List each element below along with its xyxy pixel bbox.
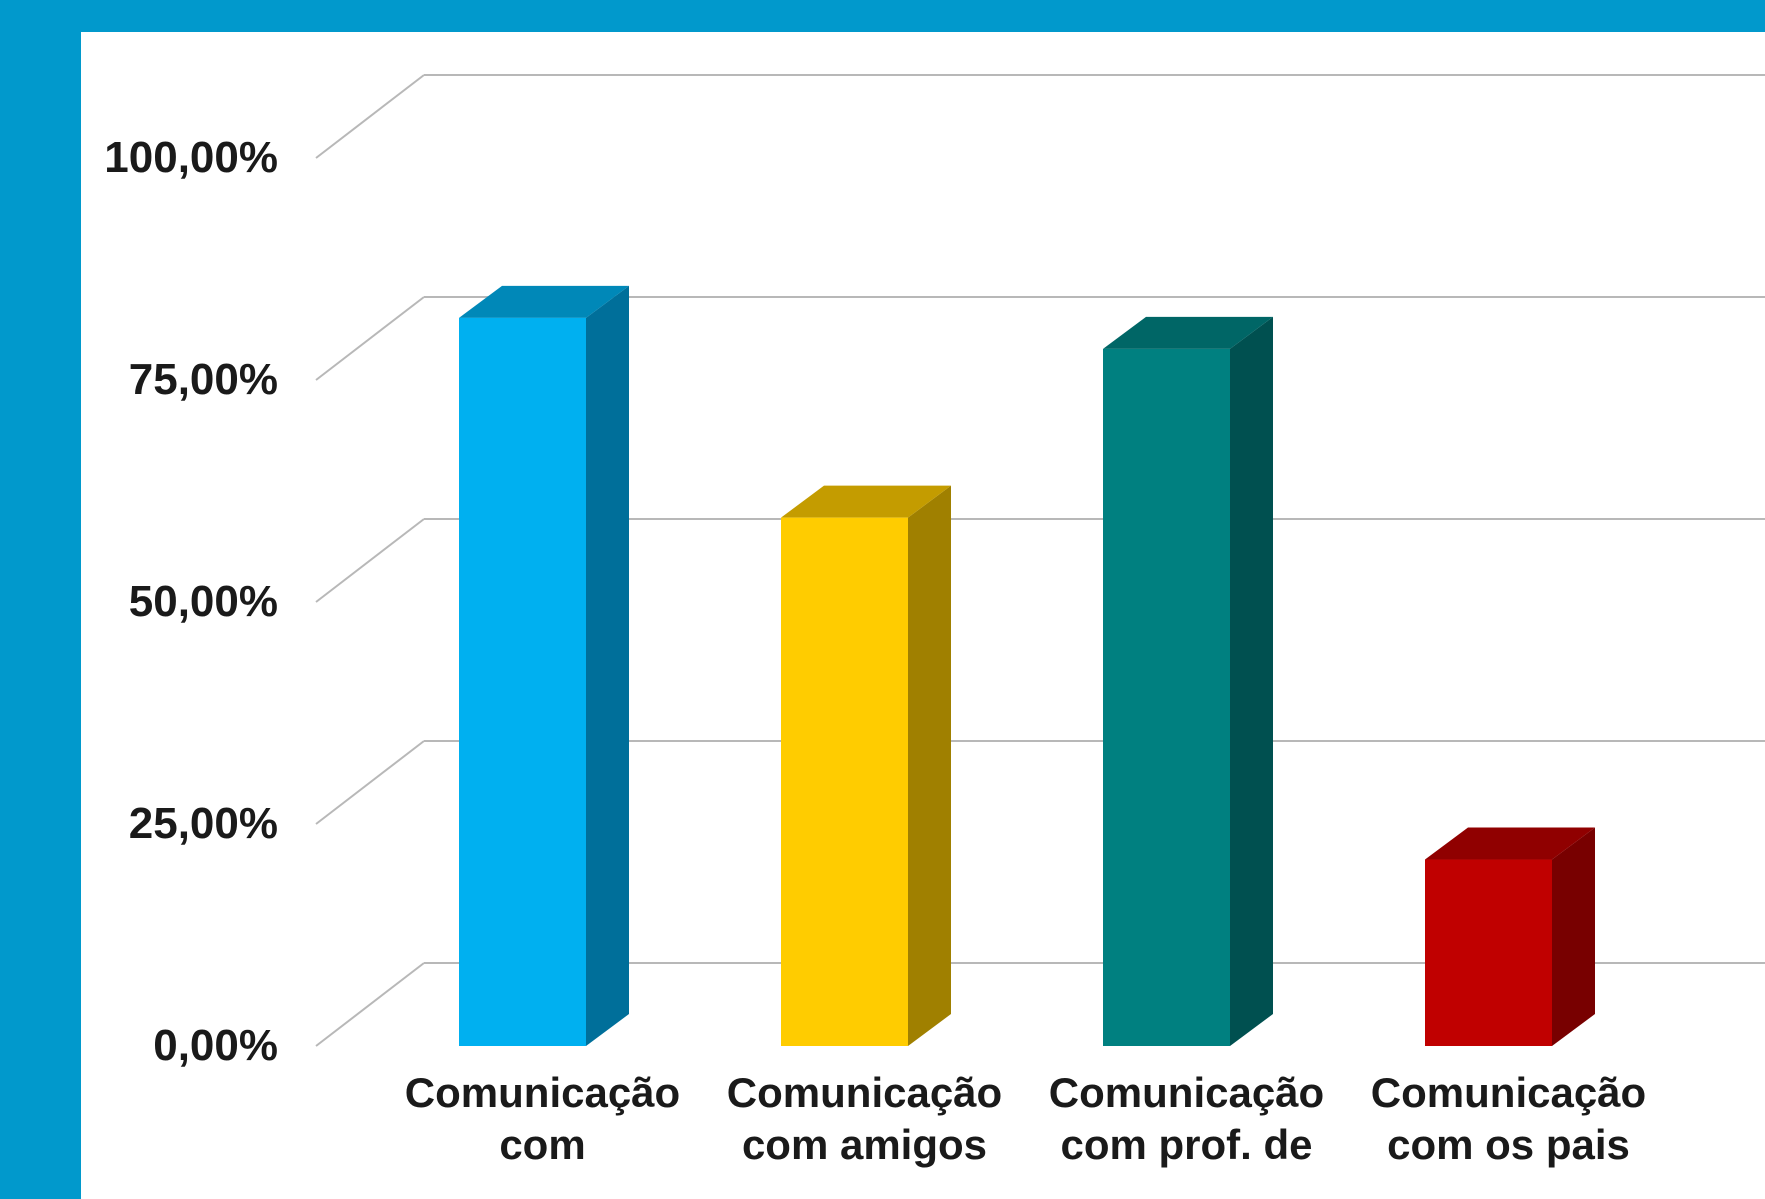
- x-tick-label: Comunicação: [1371, 1069, 1646, 1116]
- bar-top-3: [1425, 827, 1595, 860]
- y-tick-label: 0,00%: [153, 1021, 278, 1070]
- x-tick-label: Comunicação: [405, 1069, 680, 1116]
- bar-side-3: [1552, 827, 1595, 1046]
- bar-side-2: [1230, 316, 1273, 1046]
- gridline-diagonal-4: [315, 74, 425, 159]
- x-tick-label: com prof. de: [1060, 1121, 1312, 1168]
- gridline-diagonal-3: [315, 296, 425, 381]
- x-tick-label: Comunicação: [727, 1069, 1002, 1116]
- bar-2: [1103, 348, 1230, 1046]
- x-tick-label: com amigos: [742, 1121, 987, 1168]
- x-tick-label: com os pais: [1387, 1121, 1630, 1168]
- gridline-diagonal-0: [315, 962, 425, 1047]
- chart-frame: 0,00% 25,00% 50,00% 75,00% 100,00% Comunicaçã…: [81, 32, 1765, 1199]
- y-tick-label: 50,00%: [129, 577, 278, 626]
- bar-top-2: [1103, 316, 1273, 349]
- gridline-diagonal-1: [315, 740, 425, 825]
- gridline-diagonal-2: [315, 518, 425, 603]
- bar-3: [1425, 859, 1552, 1046]
- y-tick-label: 25,00%: [129, 799, 278, 848]
- y-tick-label: 75,00%: [129, 355, 278, 404]
- bar-side-0: [586, 285, 629, 1047]
- bar-1: [781, 517, 908, 1046]
- bar-chart: 0,00% 25,00% 50,00% 75,00% 100,00% Comunicaçã…: [104, 74, 1765, 1168]
- y-tick-label: 100,00%: [104, 133, 278, 182]
- bar-top-1: [781, 485, 951, 518]
- x-tick-label: Comunicação: [1049, 1069, 1324, 1116]
- bar-side-1: [908, 485, 951, 1046]
- bar-top-0: [459, 285, 629, 318]
- bar-0: [459, 317, 586, 1047]
- x-tick-label: com: [499, 1121, 585, 1168]
